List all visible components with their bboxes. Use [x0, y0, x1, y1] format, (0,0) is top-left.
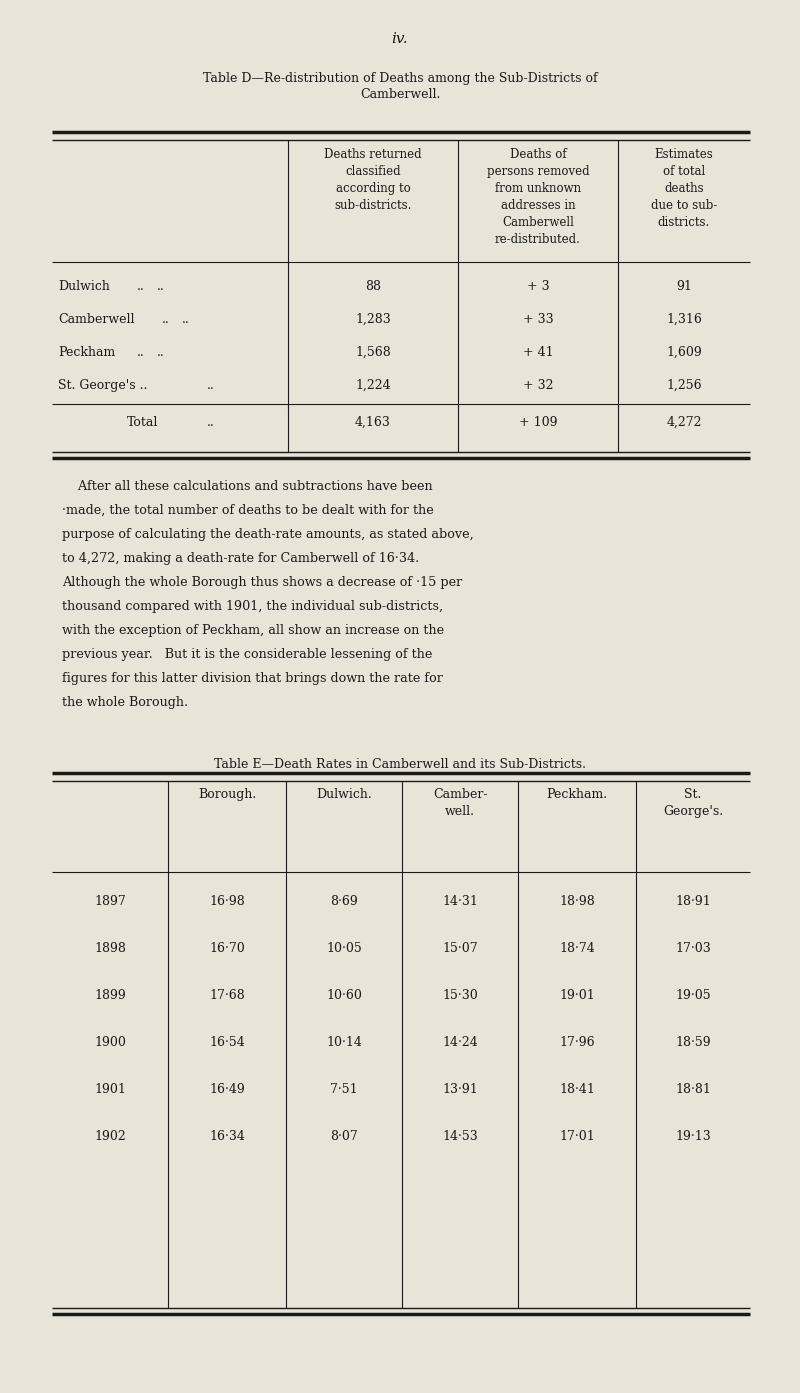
Text: 19·13: 19·13	[675, 1130, 711, 1144]
Text: 17·96: 17·96	[559, 1036, 595, 1049]
Text: 1,256: 1,256	[666, 379, 702, 391]
Text: Estimates
of total
deaths
due to sub-
districts.: Estimates of total deaths due to sub- di…	[651, 148, 717, 228]
Text: figures for this latter division that brings down the rate for: figures for this latter division that br…	[62, 671, 443, 685]
Text: 10·60: 10·60	[326, 989, 362, 1002]
Text: 1897: 1897	[94, 894, 126, 908]
Text: ..: ..	[157, 345, 165, 359]
Text: ..: ..	[137, 280, 145, 293]
Text: 1898: 1898	[94, 942, 126, 956]
Text: 14·53: 14·53	[442, 1130, 478, 1144]
Text: Table D—Re-distribution of Deaths among the Sub-Districts of: Table D—Re-distribution of Deaths among …	[202, 72, 598, 85]
Text: 17·01: 17·01	[559, 1130, 595, 1144]
Text: 8·69: 8·69	[330, 894, 358, 908]
Text: 18·41: 18·41	[559, 1082, 595, 1096]
Text: 7·51: 7·51	[330, 1082, 358, 1096]
Text: 91: 91	[676, 280, 692, 293]
Text: + 33: + 33	[522, 313, 554, 326]
Text: 13·91: 13·91	[442, 1082, 478, 1096]
Text: 16·98: 16·98	[209, 894, 245, 908]
Text: Dulwich.: Dulwich.	[316, 788, 372, 801]
Text: St.
George's.: St. George's.	[663, 788, 723, 818]
Text: 1,609: 1,609	[666, 345, 702, 359]
Text: St. George's ..: St. George's ..	[58, 379, 147, 391]
Text: 4,163: 4,163	[355, 417, 391, 429]
Text: ..: ..	[162, 313, 170, 326]
Text: 16·49: 16·49	[209, 1082, 245, 1096]
Text: ..: ..	[207, 417, 214, 429]
Text: Although the whole Borough thus shows a decrease of ·15 per: Although the whole Borough thus shows a …	[62, 575, 462, 589]
Text: 14·24: 14·24	[442, 1036, 478, 1049]
Text: 8·07: 8·07	[330, 1130, 358, 1144]
Text: 19·01: 19·01	[559, 989, 595, 1002]
Text: 16·54: 16·54	[209, 1036, 245, 1049]
Text: iv.: iv.	[392, 32, 408, 46]
Text: Camberwell: Camberwell	[58, 313, 134, 326]
Text: + 3: + 3	[526, 280, 550, 293]
Text: Camberwell.: Camberwell.	[360, 88, 440, 102]
Text: After all these calculations and subtractions have been: After all these calculations and subtrac…	[62, 481, 433, 493]
Text: 14·31: 14·31	[442, 894, 478, 908]
Text: 18·74: 18·74	[559, 942, 595, 956]
Text: 1902: 1902	[94, 1130, 126, 1144]
Text: to 4,272, making a death-rate for Camberwell of 16·34.: to 4,272, making a death-rate for Camber…	[62, 552, 419, 566]
Text: 1901: 1901	[94, 1082, 126, 1096]
Text: 16·70: 16·70	[209, 942, 245, 956]
Text: Total: Total	[127, 417, 158, 429]
Text: 1,283: 1,283	[355, 313, 391, 326]
Text: 10·14: 10·14	[326, 1036, 362, 1049]
Text: Dulwich: Dulwich	[58, 280, 110, 293]
Text: 1,316: 1,316	[666, 313, 702, 326]
Text: ·made, the total number of deaths to be dealt with for the: ·made, the total number of deaths to be …	[62, 504, 434, 517]
Text: Deaths of
persons removed
from unknown
addresses in
Camberwell
re-distributed.: Deaths of persons removed from unknown a…	[486, 148, 590, 247]
Text: ..: ..	[157, 280, 165, 293]
Text: + 109: + 109	[518, 417, 558, 429]
Text: 1899: 1899	[94, 989, 126, 1002]
Text: + 32: + 32	[522, 379, 554, 391]
Text: Table E—Death Rates in Camberwell and its Sub-Districts.: Table E—Death Rates in Camberwell and it…	[214, 758, 586, 770]
Text: 1,568: 1,568	[355, 345, 391, 359]
Text: thousand compared with 1901, the individual sub-districts,: thousand compared with 1901, the individ…	[62, 600, 443, 613]
Text: 17·03: 17·03	[675, 942, 711, 956]
Text: + 41: + 41	[522, 345, 554, 359]
Text: ..: ..	[207, 379, 214, 391]
Text: 19·05: 19·05	[675, 989, 711, 1002]
Text: previous year.   But it is the considerable lessening of the: previous year. But it is the considerabl…	[62, 648, 432, 662]
Text: the whole Borough.: the whole Borough.	[62, 696, 188, 709]
Text: Borough.: Borough.	[198, 788, 256, 801]
Text: 18·59: 18·59	[675, 1036, 711, 1049]
Text: 17·68: 17·68	[209, 989, 245, 1002]
Text: 1900: 1900	[94, 1036, 126, 1049]
Text: ..: ..	[182, 313, 190, 326]
Text: 18·81: 18·81	[675, 1082, 711, 1096]
Text: with the exception of Peckham, all show an increase on the: with the exception of Peckham, all show …	[62, 624, 444, 637]
Text: 88: 88	[365, 280, 381, 293]
Text: 15·30: 15·30	[442, 989, 478, 1002]
Text: 16·34: 16·34	[209, 1130, 245, 1144]
Text: purpose of calculating the death-rate amounts, as stated above,: purpose of calculating the death-rate am…	[62, 528, 474, 540]
Text: Peckham: Peckham	[58, 345, 115, 359]
Text: Camber-
well.: Camber- well.	[433, 788, 487, 818]
Text: 10·05: 10·05	[326, 942, 362, 956]
Text: ..: ..	[137, 345, 145, 359]
Text: 1,224: 1,224	[355, 379, 391, 391]
Text: Deaths returned
classified
according to
sub-districts.: Deaths returned classified according to …	[324, 148, 422, 212]
Text: 15·07: 15·07	[442, 942, 478, 956]
Text: Peckham.: Peckham.	[546, 788, 607, 801]
Text: 4,272: 4,272	[666, 417, 702, 429]
Text: 18·98: 18·98	[559, 894, 595, 908]
Text: 18·91: 18·91	[675, 894, 711, 908]
